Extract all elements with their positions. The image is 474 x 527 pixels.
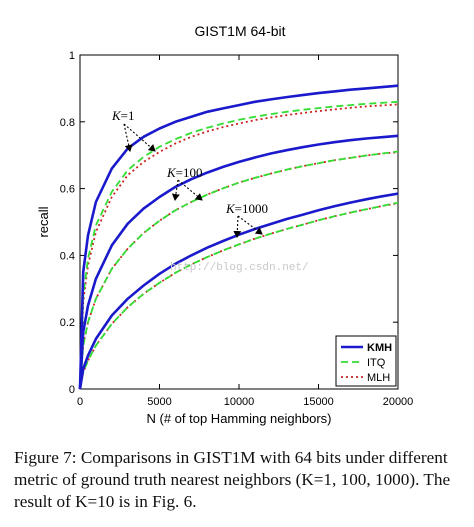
x-tick-label: 5000 bbox=[147, 396, 171, 408]
series-line-kmh-k100 bbox=[78, 134, 399, 390]
x-tick-label: 0 bbox=[77, 396, 83, 408]
annotation-arrow bbox=[237, 215, 263, 235]
chart-figure: GIST1M 64-bit 0 0.2 0.4 0.6 0.8 1 0 5000 10000 1… bbox=[36, 23, 413, 426]
chart-title: GIST1M 64-bit bbox=[194, 23, 285, 39]
y-tick-label: 0 bbox=[69, 384, 75, 396]
watermark: http://blog.csdn.net/ bbox=[170, 262, 309, 274]
annotation-arrow bbox=[123, 123, 133, 152]
x-axis-label: N (# of top Hamming neighbors) bbox=[147, 411, 332, 426]
annotation-arrow bbox=[171, 179, 180, 201]
series-line-kmh-k1 bbox=[78, 84, 399, 390]
series-line-itq-k100 bbox=[79, 150, 399, 390]
y-tick-label: 0.2 bbox=[60, 317, 75, 329]
series-layer bbox=[78, 84, 399, 390]
y-tick-label: 1 bbox=[69, 50, 75, 62]
x-tick-label: 15000 bbox=[303, 396, 334, 408]
annotation-label: K=1000 bbox=[225, 201, 268, 216]
y-axis-label: recall bbox=[36, 206, 51, 237]
annotation-label: K=100 bbox=[166, 165, 203, 180]
legend: KMH ITQ MLH bbox=[335, 335, 397, 387]
series-line-itq-k1000 bbox=[79, 201, 399, 390]
legend-label-itq: ITQ bbox=[367, 357, 386, 369]
annotation-arrow bbox=[233, 215, 242, 238]
series-line-kmh-k1000 bbox=[78, 192, 399, 390]
legend-label-mlh: MLH bbox=[367, 372, 390, 384]
x-tick-label: 10000 bbox=[224, 396, 255, 408]
y-axis: 0 0.2 0.4 0.6 0.8 1 bbox=[60, 50, 398, 396]
legend-label-kmh: KMH bbox=[367, 342, 392, 354]
y-tick-label: 0.4 bbox=[60, 250, 75, 262]
annotation-arrow bbox=[123, 123, 156, 152]
y-tick-label: 0.6 bbox=[60, 184, 75, 196]
x-axis: 0 5000 10000 15000 20000 bbox=[77, 55, 413, 408]
series-line-itq-k1 bbox=[79, 100, 399, 390]
figure-caption: Figure 7: Comparisons in GIST1M with 64 … bbox=[14, 448, 451, 511]
y-tick-label: 0.8 bbox=[60, 117, 75, 129]
x-tick-label: 20000 bbox=[383, 396, 414, 408]
annotation-label: K=1 bbox=[111, 108, 135, 123]
annotations: K=1 K=100 K=1000 bbox=[111, 108, 268, 238]
annotation-arrow bbox=[177, 179, 203, 201]
series-line-mlh-k1 bbox=[79, 103, 399, 390]
